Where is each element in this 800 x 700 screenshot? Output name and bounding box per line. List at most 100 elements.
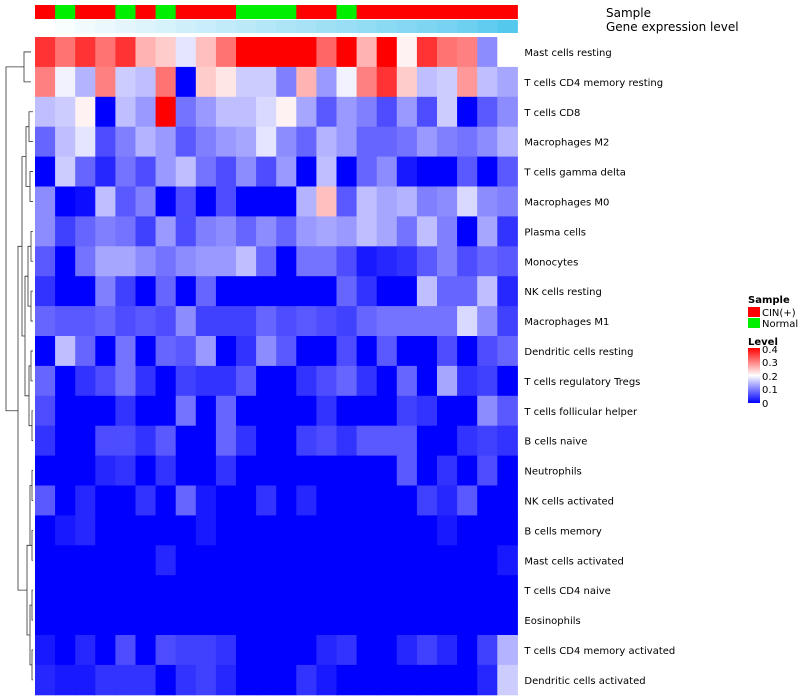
heatmap-cell-r10-c20 bbox=[437, 336, 458, 367]
heatmap-cell-r20-c3 bbox=[95, 635, 116, 666]
heatmap-cell-r0-c5 bbox=[135, 37, 157, 68]
heatmap-cell-r9-c21 bbox=[457, 306, 478, 337]
heatmap-cell-r1-c5 bbox=[135, 66, 157, 98]
sample-cell-1 bbox=[55, 5, 76, 19]
heatmap-cell-r13-c7 bbox=[175, 425, 197, 457]
heatmap-cell-r6-c10 bbox=[236, 216, 257, 247]
heatmap-cell-r13-c12 bbox=[276, 425, 297, 457]
heatmap-cell-r13-c21 bbox=[457, 425, 478, 457]
heatmap-cell-r7-c22 bbox=[477, 246, 498, 277]
level-legend: Level 0.4 0.3 0.2 0.1 0 bbox=[748, 337, 778, 410]
heatmap-cell-r4-c13 bbox=[296, 156, 317, 187]
sample-cell-19 bbox=[416, 5, 438, 19]
heatmap-cell-r12-c6 bbox=[155, 395, 177, 427]
heatmap-cell-r6-c6 bbox=[155, 216, 177, 247]
heatmap-cell-r14-c13 bbox=[296, 455, 317, 486]
heatmap-cell-r15-c15 bbox=[336, 485, 358, 516]
heatmap-cell-r2-c4 bbox=[115, 96, 136, 128]
heatmap-cell-r4-c15 bbox=[336, 156, 358, 187]
heatmap-cell-r17-c7 bbox=[175, 545, 197, 576]
gene-level-cell-18 bbox=[396, 20, 418, 33]
heatmap-cell-r18-c4 bbox=[115, 575, 136, 606]
heatmap-cell-r14-c19 bbox=[416, 455, 438, 486]
heatmap-cell-r3-c13 bbox=[296, 126, 317, 158]
heatmap-cell-r9-c9 bbox=[215, 306, 237, 337]
heatmap-cell-r4-c8 bbox=[195, 156, 217, 187]
heatmap-cell-r21-c9 bbox=[215, 664, 237, 696]
heatmap-cell-r19-c8 bbox=[195, 605, 217, 636]
heatmap-cell-r1-c7 bbox=[175, 66, 197, 98]
heatmap-cell-r10-c21 bbox=[457, 336, 478, 367]
heatmap-cell-r13-c17 bbox=[376, 425, 398, 457]
heatmap-cell-r1-c10 bbox=[236, 66, 257, 98]
heatmap-cell-r9-c18 bbox=[396, 306, 418, 337]
heatmap-cell-r17-c6 bbox=[155, 545, 177, 576]
sample-cell-8 bbox=[195, 5, 217, 19]
level-tick-0-2: 0.2 bbox=[762, 372, 778, 383]
heatmap-cell-r9-c14 bbox=[316, 306, 337, 337]
heatmap-cell-r5-c12 bbox=[276, 186, 297, 217]
heatmap-cell-r6-c3 bbox=[95, 216, 116, 247]
heatmap-cell-r8-c1 bbox=[55, 276, 76, 307]
heatmap-cell-r17-c8 bbox=[195, 545, 217, 576]
heatmap-cell-r2-c11 bbox=[256, 96, 277, 128]
heatmap-cell-r5-c13 bbox=[296, 186, 317, 217]
heatmap-cell-r21-c23 bbox=[497, 664, 518, 696]
heatmap-cell-r21-c10 bbox=[236, 664, 257, 696]
gene-level-cell-7 bbox=[175, 20, 197, 33]
heatmap-cell-r5-c15 bbox=[336, 186, 358, 217]
heatmap-cell-r17-c12 bbox=[276, 545, 297, 576]
heatmap-cell-r21-c8 bbox=[195, 664, 217, 696]
heatmap-cell-r4-c14 bbox=[316, 156, 337, 187]
heatmap-cell-r14-c10 bbox=[236, 455, 257, 486]
heatmap-cell-r3-c23 bbox=[497, 126, 518, 158]
heatmap-cell-r12-c21 bbox=[457, 395, 478, 427]
heatmap-cell-r8-c2 bbox=[75, 276, 96, 307]
heatmap-cell-r12-c14 bbox=[316, 395, 337, 427]
heatmap-cell-r10-c4 bbox=[115, 336, 136, 367]
heatmap-cell-r7-c5 bbox=[135, 246, 157, 277]
heatmap-cell-r6-c0 bbox=[35, 216, 56, 247]
heatmap-cell-r16-c23 bbox=[497, 515, 518, 546]
heatmap-cell-r14-c0 bbox=[35, 455, 56, 486]
heatmap-cell-r20-c22 bbox=[477, 635, 498, 666]
sample-cell-12 bbox=[276, 5, 297, 19]
gene-level-cell-2 bbox=[75, 20, 96, 33]
heatmap-cell-r16-c8 bbox=[195, 515, 217, 546]
heatmap-cell-r2-c23 bbox=[497, 96, 518, 128]
heatmap-cell-r7-c3 bbox=[95, 246, 116, 277]
heatmap-cell-r13-c11 bbox=[256, 425, 277, 457]
heatmap-cell-r0-c22 bbox=[477, 37, 498, 68]
dendrogram-branch-7 bbox=[31, 470, 33, 501]
heatmap-cell-r5-c4 bbox=[115, 186, 136, 217]
heatmap-cell-r1-c8 bbox=[195, 66, 217, 98]
heatmap-cell-r5-c9 bbox=[215, 186, 237, 217]
heatmap-cell-r21-c6 bbox=[155, 664, 177, 696]
heatmap-cell-r11-c8 bbox=[195, 365, 217, 397]
heatmap-cell-r13-c15 bbox=[336, 425, 358, 457]
heatmap-cell-r15-c10 bbox=[236, 485, 257, 516]
heatmap-cell-r16-c16 bbox=[356, 515, 378, 546]
heatmap-cell-r15-c3 bbox=[95, 485, 116, 516]
gene-level-cell-22 bbox=[477, 20, 498, 33]
heatmap-cell-r16-c7 bbox=[175, 515, 197, 546]
gene-level-cell-5 bbox=[135, 20, 157, 33]
heatmap-cell-r0-c6 bbox=[155, 37, 177, 68]
heatmap-cell-r1-c23 bbox=[497, 66, 518, 98]
heatmap-cell-r0-c7 bbox=[175, 37, 197, 68]
heatmap-cell-r3-c0 bbox=[35, 126, 56, 158]
legend-label-normal: Normal bbox=[762, 319, 798, 330]
heatmap-cell-r15-c23 bbox=[497, 485, 518, 516]
heatmap-cell-r0-c16 bbox=[356, 37, 378, 68]
heatmap-cell-r11-c22 bbox=[477, 365, 498, 397]
heatmap-cell-r4-c18 bbox=[396, 156, 418, 187]
heatmap-cell-r12-c1 bbox=[55, 395, 76, 427]
heatmap-cell-r11-c19 bbox=[416, 365, 438, 397]
heatmap-cell-r10-c18 bbox=[396, 336, 418, 367]
heatmap-cell-r17-c23 bbox=[497, 545, 518, 576]
row-label-9: Macrophages M1 bbox=[524, 317, 609, 328]
heatmap-cell-r17-c22 bbox=[477, 545, 498, 576]
heatmap-cell-r10-c14 bbox=[316, 336, 337, 367]
heatmap-cell-r2-c2 bbox=[75, 96, 96, 128]
heatmap-cell-r20-c5 bbox=[135, 635, 157, 666]
